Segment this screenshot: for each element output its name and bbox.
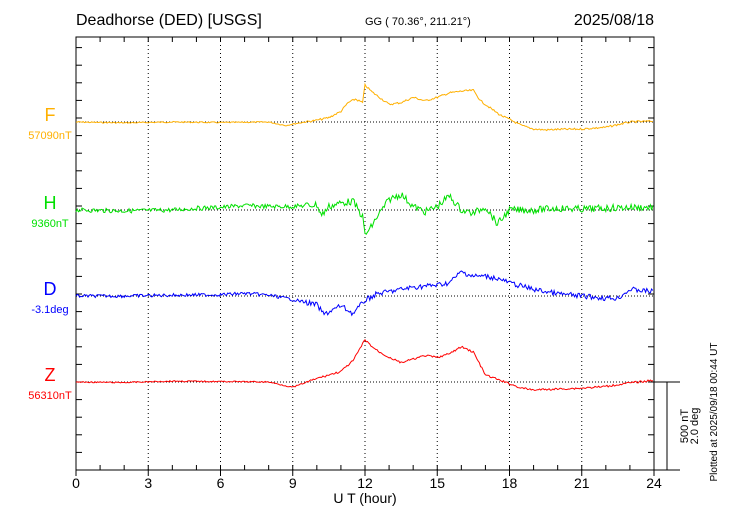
trace-H [75, 192, 654, 235]
component-label-H: H [44, 193, 57, 213]
plotted-note: Plotted at 2025/09/18 00:44 UT [709, 343, 720, 482]
trace-F [75, 82, 653, 132]
x-tick-label: 15 [429, 475, 445, 491]
x-tick-label: 18 [502, 475, 518, 491]
baseline-label-H: 9360nT [31, 218, 69, 230]
x-tick-label: 9 [289, 475, 297, 491]
baseline-label-Z: 56310nT [28, 390, 72, 402]
baseline-label-D: -3.1deg [31, 304, 68, 316]
x-tick-label: 0 [72, 475, 80, 491]
component-label-Z: Z [45, 365, 56, 385]
trace-D [75, 270, 654, 317]
trace-Z [75, 338, 654, 392]
chart-date: 2025/08/18 [574, 12, 654, 29]
x-tick-label: 21 [574, 475, 590, 491]
scale-label-nt: 500 nT [679, 409, 691, 444]
x-axis-label: U T (hour) [333, 490, 396, 506]
chart-title: Deadhorse (DED) [USGS] [76, 12, 262, 29]
station-coords: GG ( 70.36°, 211.21°) [365, 16, 471, 28]
component-label-F: F [45, 105, 56, 125]
component-label-D: D [44, 279, 57, 299]
scale-label-deg: 2.0 deg [689, 408, 701, 445]
x-tick-label: 24 [646, 475, 662, 491]
x-tick-label: 3 [144, 475, 152, 491]
baseline-label-F: 57090nT [28, 130, 72, 142]
x-tick-label: 6 [217, 475, 225, 491]
x-tick-label: 12 [357, 475, 373, 491]
